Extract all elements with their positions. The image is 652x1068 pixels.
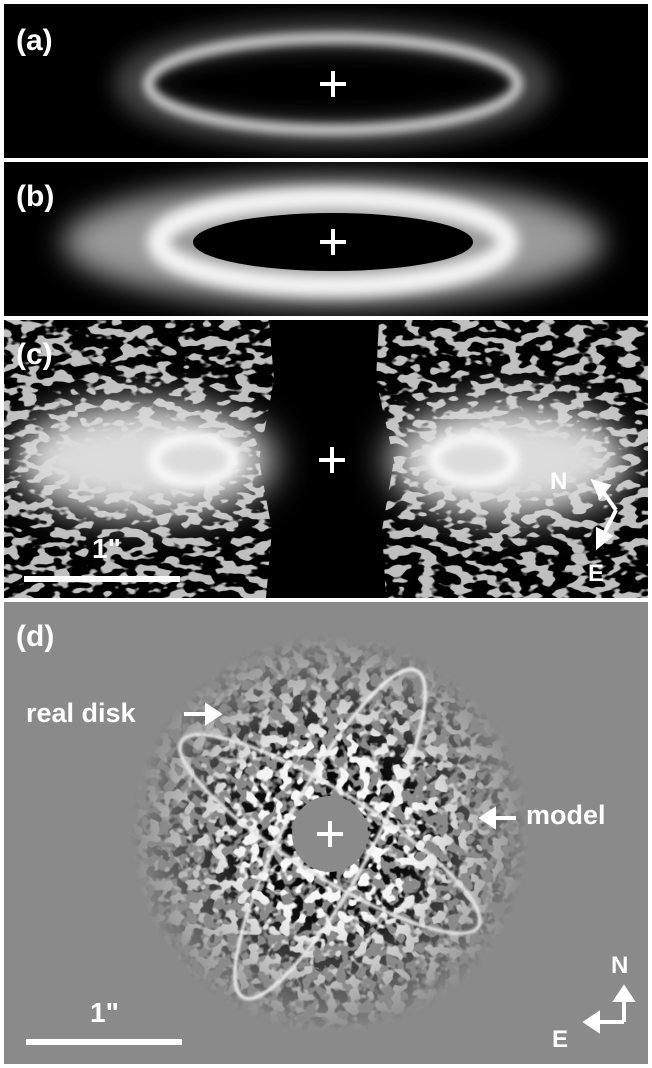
panel-b: (b) xyxy=(4,162,648,316)
panel-a-image xyxy=(117,23,549,145)
compass-arrows-icon xyxy=(582,984,636,1034)
panel-a: (a) xyxy=(4,4,648,158)
panel-d: (d) real disk model 1" N E xyxy=(4,602,648,1064)
panel-label-a: (a) xyxy=(16,24,53,57)
panel-label-b: (b) xyxy=(16,180,55,213)
panel-label-d: (d) xyxy=(16,620,55,653)
annotation-model: model xyxy=(526,800,606,830)
panel-c: (c) 1" N E xyxy=(4,320,648,598)
panel-b-image xyxy=(63,178,603,306)
arrow-left-icon xyxy=(478,806,516,830)
arrow-right-icon xyxy=(184,702,223,726)
annotation-real-disk: real disk xyxy=(26,698,136,728)
disk-lobe-left xyxy=(14,402,274,518)
scale-bar xyxy=(24,576,180,582)
ring-model-a xyxy=(143,33,523,135)
speckle-residuals xyxy=(4,602,648,1064)
scale-label: 1" xyxy=(90,997,119,1028)
compass-north-label: N xyxy=(550,468,568,495)
ring-arc-left xyxy=(149,433,239,487)
compass-east-label: E xyxy=(552,1026,569,1053)
compass-east-label: E xyxy=(588,560,605,587)
ring-model-b xyxy=(147,187,519,297)
panel-label-c: (c) xyxy=(16,338,53,371)
star-cross-icon xyxy=(317,821,343,847)
real-disk-ring xyxy=(233,667,427,1001)
star-cross-icon xyxy=(319,447,345,473)
panel-d-image xyxy=(4,602,648,1064)
scale-bar xyxy=(26,1039,182,1045)
star-cross-icon xyxy=(320,229,346,255)
ring-arc-right xyxy=(429,433,519,487)
scale-label: 1" xyxy=(92,533,121,564)
compass-north-label: N xyxy=(611,952,629,979)
panel-c-image xyxy=(4,320,648,598)
model-disk-ring xyxy=(178,732,482,936)
star-cross-icon xyxy=(320,71,346,97)
compass-arrows-icon xyxy=(590,478,618,551)
